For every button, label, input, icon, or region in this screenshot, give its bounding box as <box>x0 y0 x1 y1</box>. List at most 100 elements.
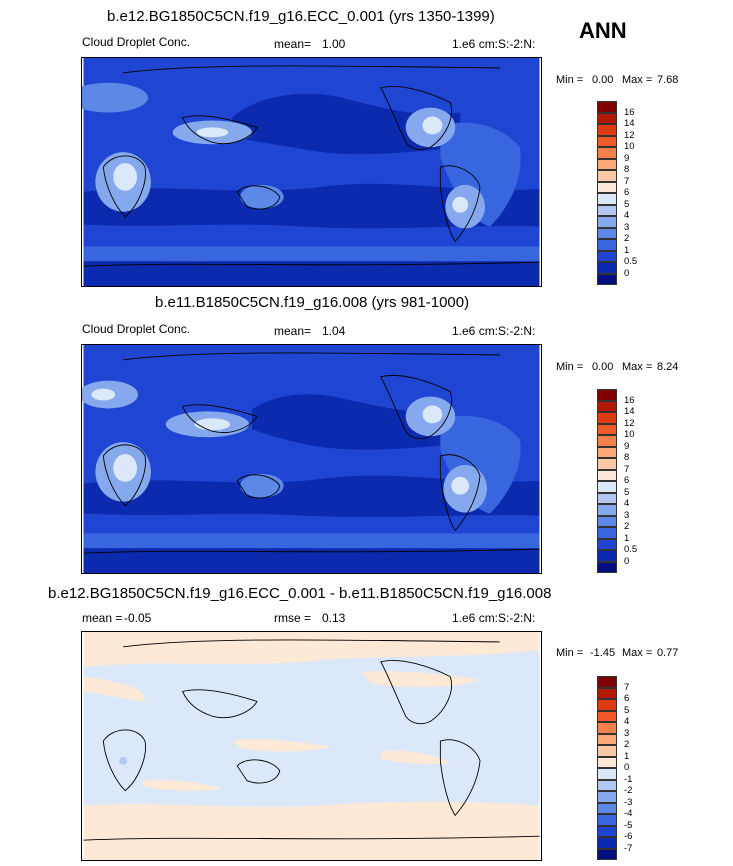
colorbar-box <box>597 687 617 699</box>
colorbar-label: -1 <box>624 773 633 785</box>
colorbar-label: 4 <box>624 716 630 727</box>
colorbar-box <box>597 733 617 745</box>
colorbar-label: 0 <box>624 267 630 279</box>
panel-3-colorbar: 7 6 5 4 3 2 1 0 -1 -2 -3 -4 -5 -6 -7 <box>597 676 657 860</box>
colorbar-box <box>597 538 617 550</box>
colorbar-box <box>597 710 617 722</box>
colorbar-label: 14 <box>624 406 635 417</box>
colorbar-box <box>597 204 617 216</box>
colorbar-box <box>597 435 617 447</box>
colorbar-label: 8 <box>624 452 630 463</box>
colorbar-box <box>597 791 617 803</box>
panel-1-colorbar: 16 14 12 10 9 8 7 6 5 4 3 2 1 0.5 0 <box>597 101 657 285</box>
colorbar-label: 2 <box>624 521 630 532</box>
panel-3-map <box>81 631 542 861</box>
colorbar-box <box>597 135 617 147</box>
panel-1-map <box>81 57 542 287</box>
colorbar-box <box>597 250 617 262</box>
panel-1-units: 1.e6 cm:S:-2:N: <box>452 37 536 51</box>
colorbar-box <box>597 722 617 734</box>
colorbar-label: 3 <box>624 509 630 521</box>
colorbar-label: -7 <box>624 842 633 854</box>
panel-2-map <box>81 344 542 574</box>
colorbar-label: -3 <box>624 796 633 808</box>
panel-2-variable: Cloud Droplet Conc. <box>82 322 191 336</box>
colorbar-box <box>597 814 617 826</box>
colorbar-label: 5 <box>624 704 630 716</box>
colorbar-box <box>597 412 617 424</box>
panel-2-mean-value: 1.04 <box>322 324 346 338</box>
colorbar-label: 6 <box>624 187 630 198</box>
colorbar-box <box>597 147 617 159</box>
panel-3-min-value: -1.45 <box>590 647 616 659</box>
colorbar-label: 7 <box>624 681 630 693</box>
colorbar-box <box>597 262 617 274</box>
colorbar-label: 0 <box>624 762 630 773</box>
colorbar-box <box>597 676 617 688</box>
panel-3-units: 1.e6 cm:S:-2:N: <box>452 611 536 625</box>
colorbar-box <box>597 745 617 757</box>
panel-3-title: b.e12.BG1850C5CN.f19_g16.ECC_0.001 - b.e… <box>48 585 552 602</box>
colorbar-label: 1 <box>624 532 630 544</box>
panel-3-mean-value: -0.05 <box>124 611 152 625</box>
colorbar-label: 1 <box>624 750 630 762</box>
colorbar-box <box>597 216 617 228</box>
colorbar-label: 4 <box>624 498 630 509</box>
colorbar-box <box>597 239 617 251</box>
colorbar-label: 5 <box>624 486 630 498</box>
colorbar-box <box>597 756 617 768</box>
colorbar-label: 5 <box>624 198 630 210</box>
colorbar-label: 16 <box>624 106 635 118</box>
colorbar-label: 0 <box>624 555 630 567</box>
panel-1-min-value: 0.00 <box>592 74 614 86</box>
colorbar-label: 2 <box>624 233 630 244</box>
colorbar-box <box>597 101 617 113</box>
colorbar-label: 0.5 <box>624 256 638 267</box>
colorbar-label: 14 <box>624 118 635 129</box>
colorbar-box <box>597 550 617 562</box>
colorbar-box <box>597 446 617 458</box>
colorbar-label: 16 <box>624 394 635 406</box>
colorbar-label: 6 <box>624 475 630 486</box>
colorbar-box <box>597 158 617 170</box>
panel-1-variable: Cloud Droplet Conc. <box>82 35 191 49</box>
season-label: ANN <box>579 18 627 43</box>
colorbar-box <box>597 837 617 849</box>
colorbar-label: 4 <box>624 210 630 221</box>
panel-3-rmse-value: 0.13 <box>322 611 346 625</box>
colorbar-box <box>597 561 617 573</box>
colorbar-label: 12 <box>624 417 635 429</box>
colorbar-box <box>597 802 617 814</box>
colorbar-box <box>597 469 617 481</box>
colorbar-box <box>597 400 617 412</box>
panel-1-title: b.e12.BG1850C5CN.f19_g16.ECC_0.001 (yrs … <box>107 8 495 25</box>
colorbar-label: 10 <box>624 141 635 152</box>
colorbar-label: 2 <box>624 739 630 750</box>
panel-2-max-label: Max = <box>622 361 653 373</box>
panel-2-min-value: 0.00 <box>592 361 614 373</box>
colorbar-box <box>597 227 617 239</box>
colorbar-box <box>597 504 617 516</box>
colorbar-label: 1 <box>624 244 630 256</box>
colorbar-box <box>597 515 617 527</box>
colorbar-label: 7 <box>624 463 630 475</box>
colorbar-box <box>597 848 617 860</box>
colorbar-label: -6 <box>624 831 633 842</box>
panel-3-max-value: 0.77 <box>657 647 679 659</box>
colorbar-label: 9 <box>624 440 630 452</box>
colorbar-label: -2 <box>624 785 633 796</box>
colorbar-box <box>597 779 617 791</box>
colorbar-box <box>597 481 617 493</box>
colorbar-label: -4 <box>624 808 633 819</box>
colorbar-label: 3 <box>624 221 630 233</box>
colorbar-box <box>597 181 617 193</box>
colorbar-box <box>597 112 617 124</box>
colorbar-label: 8 <box>624 164 630 175</box>
colorbar-box <box>597 768 617 780</box>
colorbar-box <box>597 527 617 539</box>
panel-1-max-value: 7.68 <box>657 74 679 86</box>
colorbar-box <box>597 124 617 136</box>
colorbar-label: -5 <box>624 819 633 831</box>
colorbar-label: 0.5 <box>624 544 638 555</box>
panel-1-mean-value: 1.00 <box>322 37 346 51</box>
